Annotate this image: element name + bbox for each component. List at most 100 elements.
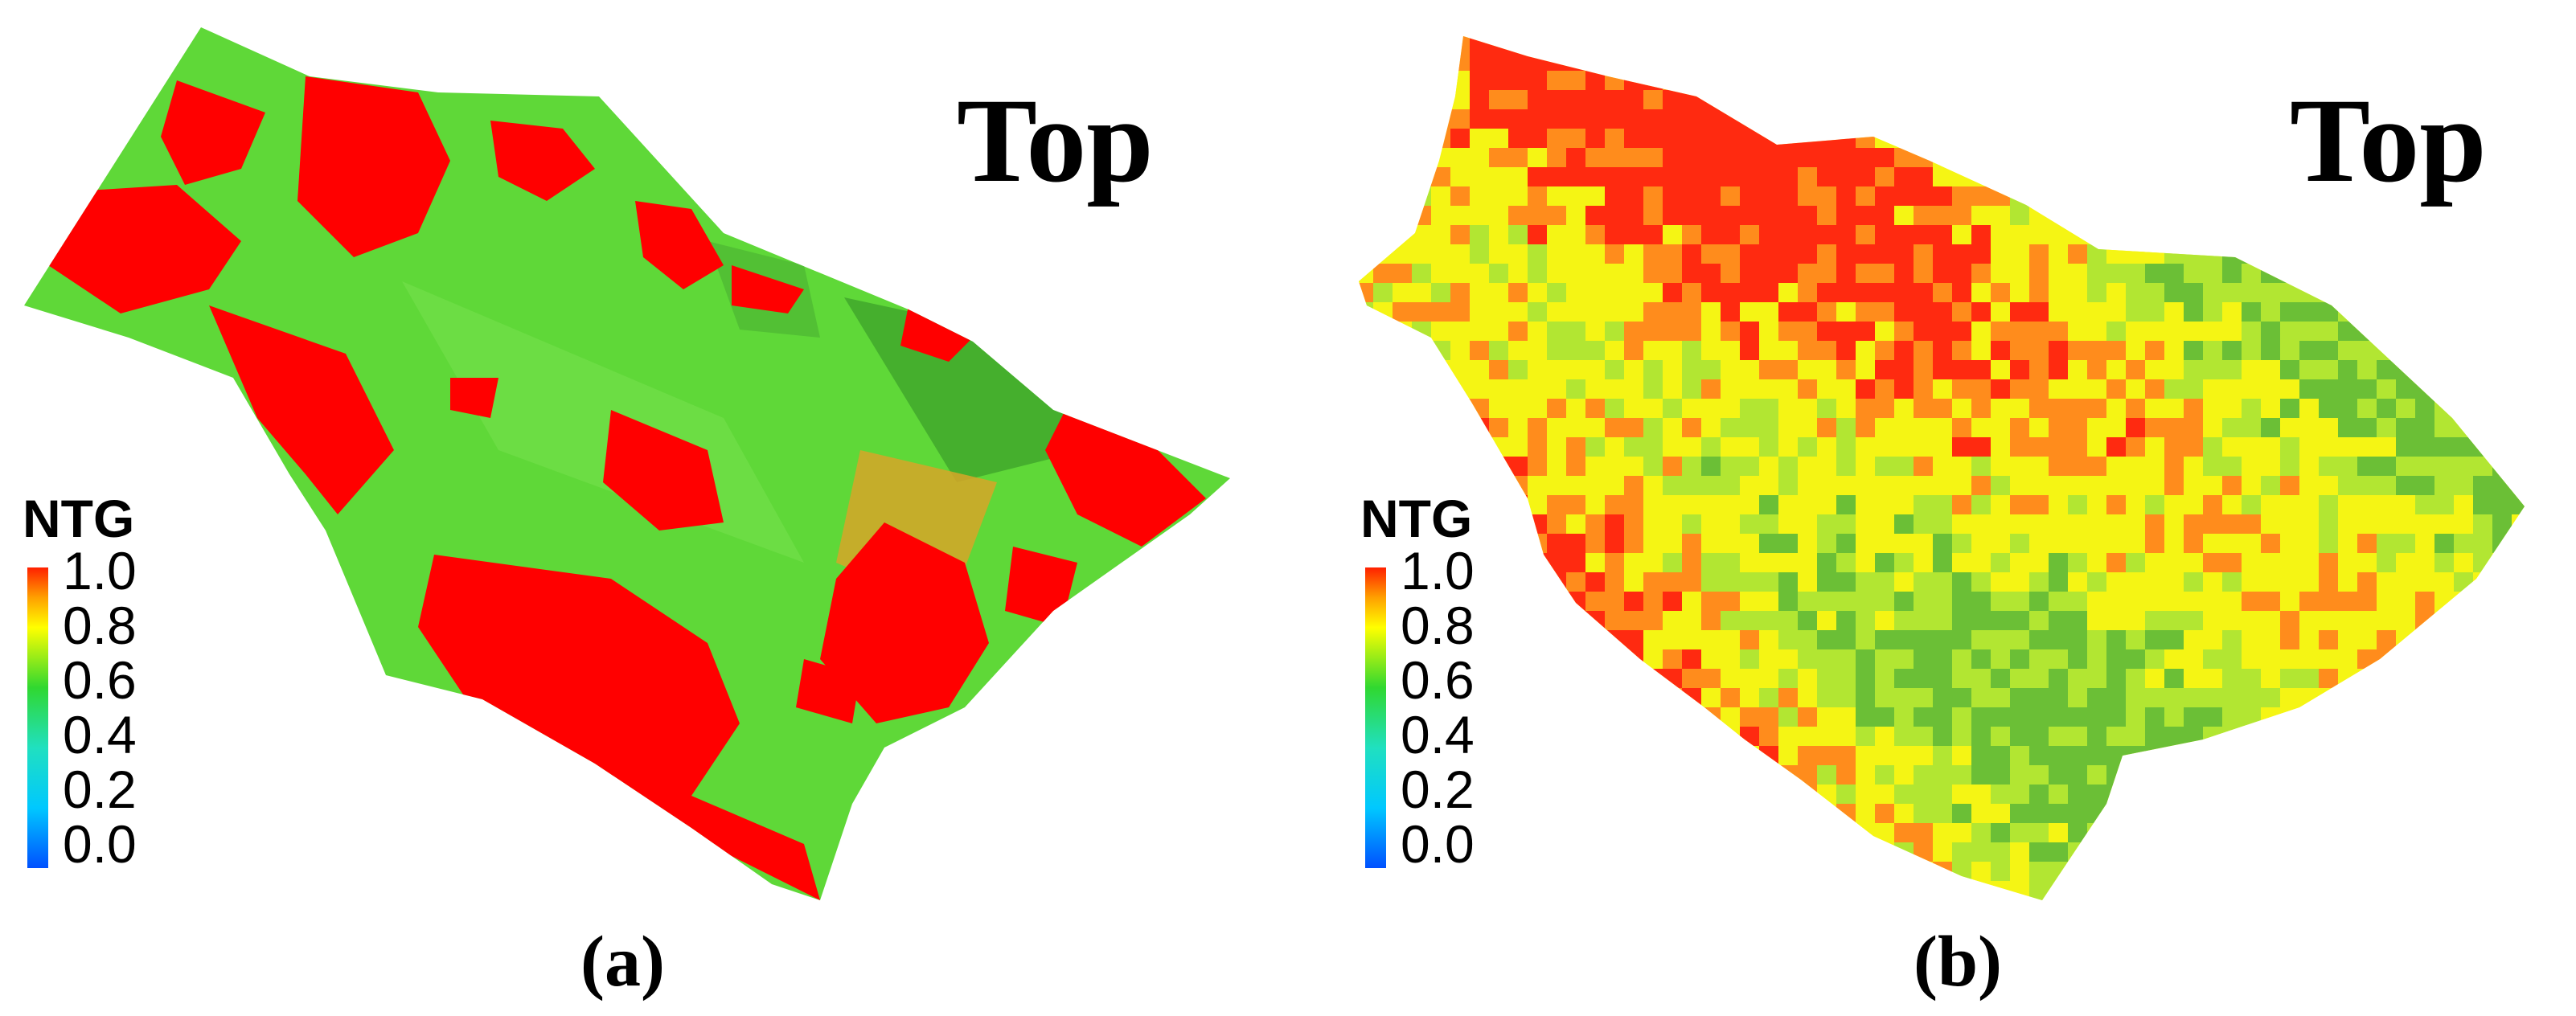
panel-b-pixel	[2049, 862, 2068, 881]
panel-b-pixel	[2415, 476, 2434, 495]
panel-b-pixel	[1450, 264, 1470, 283]
panel-b-pixel	[2126, 437, 2145, 457]
panel-b-pixel	[1778, 109, 1798, 129]
panel-b-pixel	[1663, 399, 1682, 418]
panel-b-pixel	[2145, 727, 2164, 746]
panel-b-pixel	[1991, 36, 2010, 51]
panel-b-pixel	[2029, 167, 2049, 186]
panel-b-pixel	[1508, 437, 1528, 457]
panel-b-pixel	[1759, 244, 1778, 264]
panel-b-pixel	[2010, 283, 2029, 302]
panel-b-pixel	[1759, 90, 1778, 109]
panel-b-pixel	[1817, 611, 1836, 630]
panel-b-pixel	[2377, 727, 2396, 746]
panel-b-pixel	[1740, 206, 1759, 225]
panel-b-pixel	[1721, 437, 1740, 457]
panel-b-pixel	[1778, 746, 1798, 765]
panel-b-pixel	[2087, 862, 2106, 881]
panel-b-pixel	[1643, 71, 1663, 90]
panel-a-facies-patch	[297, 76, 450, 257]
panel-b-pixel	[2512, 36, 2525, 51]
panel-b-pixel	[1798, 495, 1817, 514]
panel-b-pixel	[1585, 379, 1605, 399]
panel-b-pixel	[1470, 476, 1489, 495]
panel-b-pixel	[1335, 129, 1354, 148]
panel-b-pixel	[1547, 283, 1566, 302]
panel-b-pixel	[1547, 765, 1566, 785]
panel-b-pixel	[1817, 186, 1836, 206]
panel-b-pixel	[1971, 804, 1991, 823]
panel-b-pixel	[1933, 264, 1952, 283]
panel-b-pixel	[2280, 283, 2299, 302]
panel-b-pixel	[2010, 842, 2029, 862]
panel-b-pixel	[1952, 51, 1971, 71]
panel-b-pixel	[1836, 630, 1856, 649]
panel-b-pixel	[2299, 457, 2319, 476]
panel-b-pixel	[2531, 148, 2550, 167]
panel-b-pixel	[1817, 649, 1836, 669]
panel-b-pixel	[2242, 900, 2261, 920]
panel-b-pixel	[2242, 457, 2261, 476]
panel-b-pixel	[1682, 109, 1701, 129]
panel-b-pixel	[2512, 765, 2525, 785]
panel-b-pixel	[2010, 592, 2029, 611]
panel-b-pixel	[1431, 379, 1450, 399]
panel-b-pixel	[1721, 785, 1740, 804]
panel-b-pixel	[2319, 765, 2338, 785]
panel-b-pixel	[1335, 360, 1354, 379]
panel-b-pixel	[2261, 90, 2280, 109]
panel-b-pixel	[2164, 71, 2184, 90]
panel-b-pixel	[2492, 379, 2512, 399]
panel-b-pixel	[2184, 225, 2203, 244]
panel-b-pixel	[1933, 823, 1952, 842]
panel-b-pixel	[1605, 785, 1624, 804]
panel-b-pixel	[2261, 36, 2280, 51]
panel-b-pixel	[2126, 51, 2145, 71]
panel-b-pixel	[1373, 206, 1393, 225]
panel-b-pixel	[2145, 823, 2164, 842]
panel-b-pixel	[2338, 765, 2357, 785]
panel-b-pixel	[1566, 765, 1585, 785]
panel-b-pixel	[2415, 283, 2434, 302]
panel-b-pixel	[2299, 437, 2319, 457]
panel-b-pixel	[1393, 322, 1412, 341]
panel-b-pixel	[2068, 534, 2087, 553]
panel-b-pixel	[2029, 746, 2049, 765]
panel-b-pixel	[2299, 688, 2319, 707]
panel-b-pixel	[1856, 437, 1875, 457]
panel-b-pixel	[2338, 379, 2357, 399]
panel-b-pixel	[1933, 225, 1952, 244]
panel-b-pixel	[2164, 785, 2184, 804]
panel-a-colorbar: NTG 1.0 0.8 0.6 0.4 0.2 0.0	[23, 489, 137, 874]
panel-b-pixel	[1798, 225, 1817, 244]
panel-b-pixel	[1393, 51, 1412, 71]
panel-b-pixel	[1952, 534, 1971, 553]
panel-b-pixel	[2164, 495, 2184, 514]
panel-b-pixel	[1701, 264, 1721, 283]
panel-b-pixel	[2512, 649, 2525, 669]
panel-b-pixel	[1682, 283, 1701, 302]
panel-b-pixel	[2415, 244, 2434, 264]
panel-b-pixel	[1817, 669, 1836, 688]
panel-b-pixel	[2434, 823, 2454, 842]
panel-b-pixel	[2512, 842, 2525, 862]
panel-b-pixel	[2145, 611, 2164, 630]
panel-b-pixel	[1798, 283, 1817, 302]
panel-b-pixel	[2029, 360, 2049, 379]
panel-b-pixel	[2512, 881, 2525, 900]
panel-b-pixel	[1566, 823, 1585, 842]
panel-b-pixel	[1643, 592, 1663, 611]
panel-b-pixel	[1528, 862, 1547, 881]
panel-b-pixel	[2319, 457, 2338, 476]
panel-b-pixel	[1914, 862, 1933, 881]
panel-b-pixel	[2164, 129, 2184, 148]
panel-b-pixel	[1566, 842, 1585, 862]
panel-b-pixel	[1470, 514, 1489, 534]
panel-b-pixel	[1682, 360, 1701, 379]
panel-b-pixel	[2049, 476, 2068, 495]
panel-b-pixel	[1701, 244, 1721, 264]
panel-b-pixel	[2280, 862, 2299, 881]
panel-b-pixel	[2087, 592, 2106, 611]
panel-b-pixel	[1643, 418, 1663, 437]
panel-b-pixel	[2434, 688, 2454, 707]
